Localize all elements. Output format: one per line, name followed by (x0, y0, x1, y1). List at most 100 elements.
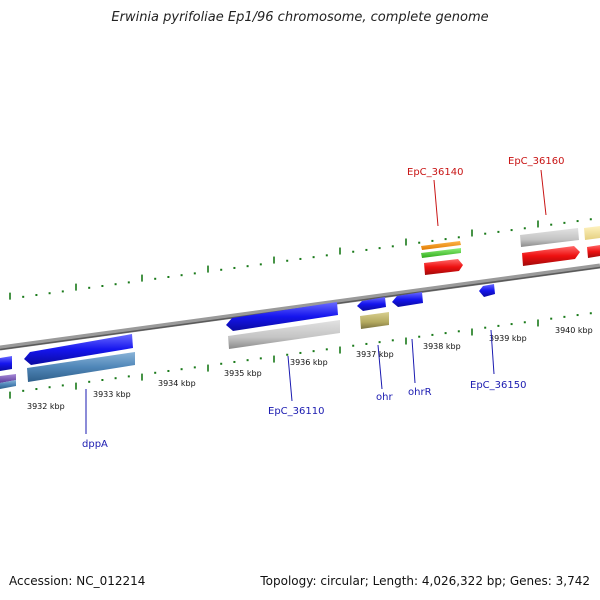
gene-label-EpC_36160[interactable]: EpC_36160 (508, 156, 564, 167)
ruler-dot (48, 386, 51, 389)
ruler-dot (352, 344, 355, 347)
ruler-dot (391, 245, 394, 248)
ruler-dot (61, 290, 64, 293)
ruler-dot (589, 312, 592, 315)
gene-ohrR-feature[interactable] (392, 292, 423, 307)
ruler-dot (352, 250, 355, 253)
ruler-major-tick (537, 319, 539, 327)
ruler-major-tick (339, 346, 341, 354)
ruler-dot (365, 248, 368, 251)
ruler-dot (299, 257, 302, 260)
ruler-dot (180, 368, 183, 371)
ruler-major-tick (471, 328, 473, 336)
gene-label-dppA[interactable]: dppA (82, 439, 108, 450)
ruler-dot (22, 389, 25, 392)
ruler-dot (391, 339, 394, 342)
ruler-dot (61, 384, 64, 387)
ruler-dot (167, 369, 170, 372)
ruler-dot (497, 230, 500, 233)
ruler-dot (299, 351, 302, 354)
ruler-major-tick (405, 337, 407, 345)
gene-dppA-feature[interactable] (0, 334, 135, 389)
ruler-dot (418, 241, 421, 244)
ruler-dot (114, 377, 117, 380)
ruler-dot (154, 371, 157, 374)
ruler-dot (220, 268, 223, 271)
gene-EpC_36140-feature[interactable] (421, 241, 463, 275)
label-leaders (85, 329, 495, 434)
ruler-dot (286, 353, 289, 356)
ruler-dot (484, 326, 487, 329)
gene-label-EpC_36150[interactable]: EpC_36150 (470, 380, 526, 391)
topology-summary: Topology: circular; Length: 4,026,322 bp… (260, 574, 590, 588)
ruler-labels: 3932 kbp 3933 kbp 3934 kbp 3935 kbp 3936… (27, 326, 593, 411)
ruler-major-tick (75, 283, 77, 291)
ruler-dot (457, 236, 460, 239)
ruler-dot (35, 294, 38, 297)
ruler-major-tick (339, 247, 341, 255)
ruler-dot (114, 283, 117, 286)
ruler-dot (180, 274, 183, 277)
ruler-dot (101, 285, 104, 288)
ruler-label: 3937 kbp (356, 350, 394, 359)
ruler-dot (88, 380, 91, 383)
ruler-dot (365, 342, 368, 345)
ruler-dot (193, 272, 196, 275)
ruler-dot (576, 220, 579, 223)
ruler-dot (127, 281, 130, 284)
ruler-dot (22, 295, 25, 298)
gene-EpC_36110-feature[interactable] (226, 302, 340, 349)
ruler-dot (550, 317, 553, 320)
ruler-label: 3936 kbp (290, 358, 328, 367)
ruler-label: 3940 kbp (555, 326, 593, 335)
ruler-dot (233, 360, 236, 363)
gene-ohr-feature[interactable] (357, 297, 389, 329)
ruler-dot (312, 256, 315, 259)
ruler-dot (563, 221, 566, 224)
gene-label-ohr[interactable]: ohr (376, 392, 393, 403)
ruler-major-tick (207, 364, 209, 372)
ruler-dot (193, 366, 196, 369)
ruler-major-tick (207, 265, 209, 273)
ruler-dot (246, 265, 249, 268)
ruler-major-tick (9, 292, 11, 300)
ruler-major-tick (75, 382, 77, 390)
ruler-major-tick (141, 373, 143, 381)
map-title: Erwinia pyrifoliae Ep1/96 chromosome, co… (111, 10, 489, 25)
ruler-label: 3934 kbp (158, 379, 196, 388)
ruler-dot (523, 227, 526, 230)
label-leaders-red (433, 169, 547, 227)
ruler-dot (576, 314, 579, 317)
ruler-major-tick (405, 238, 407, 246)
ruler-label: 3938 kbp (423, 342, 461, 351)
gene-label-EpC_36110[interactable]: EpC_36110 (268, 406, 324, 417)
ruler-major-tick (471, 229, 473, 237)
ruler-dot (259, 357, 262, 360)
ruler-label: 3932 kbp (27, 402, 65, 411)
ruler-label: 3935 kbp (224, 369, 262, 378)
ruler-major-tick (273, 256, 275, 264)
ruler-label: 3933 kbp (93, 390, 131, 399)
ruler-dot (286, 259, 289, 262)
ruler-dot (378, 247, 381, 250)
gene-label-EpC_36140[interactable]: EpC_36140 (407, 167, 463, 178)
ruler-dot (259, 263, 262, 266)
gene-EpC_36160-feature[interactable] (520, 226, 600, 266)
ruler-major-tick (9, 391, 11, 399)
ruler-label: 3939 kbp (489, 334, 527, 343)
ruler-dot (418, 335, 421, 338)
ruler-dot (484, 232, 487, 235)
gene-label-ohrR[interactable]: ohrR (408, 387, 432, 398)
ruler-dot (510, 229, 513, 232)
ruler-dot (589, 218, 592, 221)
ruler-major-tick (273, 355, 275, 363)
ruler-dot (48, 292, 51, 295)
ruler-dot (35, 388, 38, 391)
lower-dotted-ruler (9, 312, 592, 399)
ruler-dot (325, 254, 328, 257)
ruler-dot (312, 350, 315, 353)
ruler-dot (101, 379, 104, 382)
gene-EpC_36150-feature[interactable] (479, 284, 495, 297)
ruler-dot (431, 333, 434, 336)
